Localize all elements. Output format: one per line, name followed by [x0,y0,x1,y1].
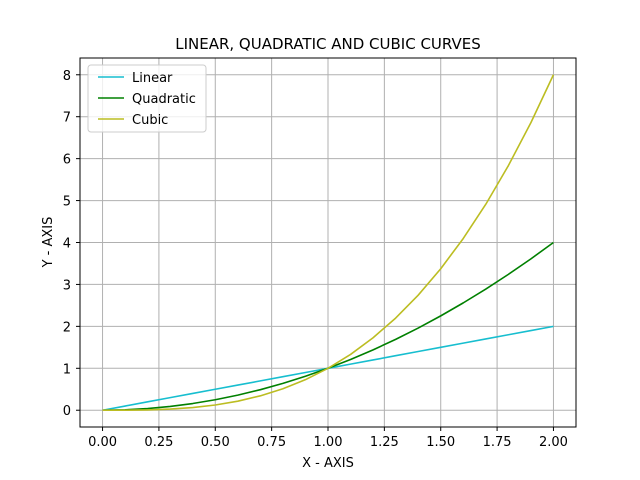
x-tick-label: 0.75 [257,435,286,450]
legend: Linear Quadratic Cubic [87,64,207,133]
x-axis-ticks: 0.00 0.25 0.50 0.75 1.00 1.25 1.50 1.75 2.00 [88,427,568,450]
legend-label-quadratic: Quadratic [132,92,196,107]
legend-label-cubic: Cubic [132,113,168,128]
x-tick-label: 0.00 [88,435,117,450]
y-axis-ticks: 0 1 2 3 4 5 6 7 8 [63,69,80,419]
x-tick-label: 1.00 [314,435,343,450]
x-tick-label: 1.25 [370,435,399,450]
legend-label-linear: Linear [132,71,173,86]
x-tick-label: 0.50 [201,435,230,450]
x-tick-label: 1.75 [483,435,512,450]
y-tick-label: 6 [63,153,71,168]
x-axis-label: X - AXIS [302,456,354,471]
y-tick-label: 0 [63,404,71,419]
y-tick-label: 2 [63,320,71,335]
y-tick-label: 8 [63,69,71,84]
series-lines [102,74,555,412]
x-tick-label: 1.50 [426,435,455,450]
y-tick-label: 5 [63,195,71,210]
chart-title: LINEAR, QUADRATIC AND CUBIC CURVES [175,35,481,53]
y-axis-label: Y - AXIS [41,217,56,269]
legend-box [87,64,207,133]
y-tick-label: 3 [63,278,71,293]
x-tick-label: 2.00 [539,435,568,450]
y-tick-label: 7 [63,111,71,126]
y-tick-label: 1 [63,362,71,377]
y-tick-label: 4 [63,237,71,252]
series-line-cubic [102,74,555,412]
x-tick-label: 0.25 [144,435,173,450]
